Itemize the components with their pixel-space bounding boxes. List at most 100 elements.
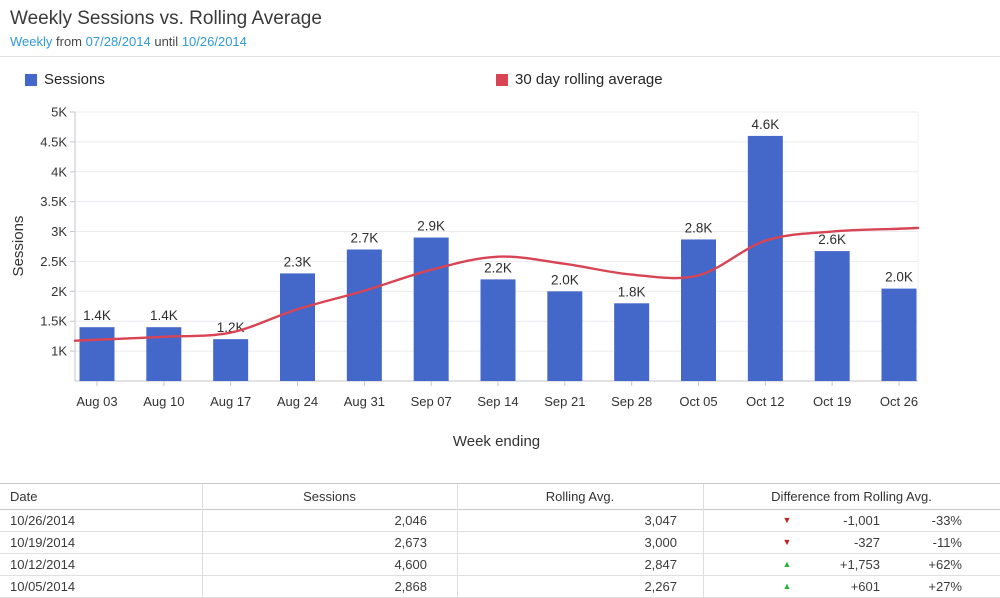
difference-cell: ▼ -327 -11% [703,532,1000,553]
x-tick-label: Sep 28 [611,394,652,409]
sessions-bar[interactable] [213,339,249,381]
table-column-divider [457,484,458,598]
y-tick-label: 2K [51,284,67,299]
difference-value: +601 [850,579,880,594]
table-row: 10/12/2014 4,600 2,847 ▲ +1,753 +62% [0,554,1000,576]
start-date-link[interactable]: 07/28/2014 [85,34,151,49]
bar-value-label: 1.8K [618,284,646,299]
x-tick-label: Oct 12 [746,394,784,409]
sessions-bar[interactable] [681,239,716,381]
report-date-range: Weekly from 07/28/2014 until 10/26/2014 [10,34,247,49]
header-divider [0,56,1000,57]
difference-value: +1,753 [839,557,880,572]
sessions-bar[interactable] [280,273,315,381]
table-header-rolling-avg: Rolling Avg. [545,489,615,504]
arrow-up-icon: ▲ [782,581,792,591]
bar-value-label: 2.0K [885,270,913,285]
table-column-divider [703,484,704,598]
bar-value-label: 1.4K [83,308,111,323]
sessions-bar[interactable] [547,291,583,381]
date-cell: 10/19/2014 [10,535,76,550]
difference-value: -327 [853,535,880,550]
rolling-average-swatch-icon [496,73,508,86]
rolling-average-line[interactable] [73,226,920,342]
sessions-cell: 2,673 [202,532,457,553]
y-tick-label: 5K [51,105,67,120]
table-row: 10/05/2014 2,868 2,267 ▲ +601 +27% [0,576,1000,598]
sessions-bar[interactable] [480,279,516,381]
arrow-up-icon: ▲ [782,559,792,569]
x-axis-title: Week ending [452,433,541,450]
legend-item-sessions[interactable]: Sessions [25,71,105,88]
sessions-bar[interactable] [614,303,650,381]
sessions-cell: 4,600 [202,554,457,575]
end-date-link[interactable]: 10/26/2014 [181,34,247,49]
table-body: 10/26/2014 2,046 3,047 ▼ -1,001 -33% 10/19/201… [0,510,1000,598]
table-header-date: Date [10,489,38,504]
x-tick-label: Oct 19 [813,394,851,409]
sessions-swatch-icon [25,73,37,86]
x-tick-label: Oct 05 [679,394,717,409]
y-tick-label: 1K [51,344,67,359]
difference-cell: ▲ +1,753 +62% [703,554,1000,575]
table-header-row: Date Sessions Rolling Avg. Difference fr… [0,484,1000,510]
bar-value-label: 1.4K [150,308,178,323]
frequency-link[interactable]: Weekly [10,34,53,49]
x-tick-label: Aug 24 [277,394,318,409]
bar-value-label: 2.0K [551,272,579,287]
y-tick-label: 4K [51,164,67,179]
bar-value-label: 2.7K [350,230,378,245]
sessions-bar[interactable] [79,327,115,381]
difference-value: -1,001 [843,513,880,528]
difference-percent: +62% [928,557,962,572]
x-tick-label: Aug 03 [76,394,117,409]
sessions-bar[interactable] [881,288,917,381]
x-tick-label: Sep 14 [477,394,518,409]
table-row: 10/19/2014 2,673 3,000 ▼ -327 -11% [0,532,1000,554]
legend-rolling-label: 30 day rolling average [515,71,663,88]
rolling-cell: 3,047 [457,510,703,531]
bar-value-label: 2.3K [284,254,312,269]
rolling-cell: 2,847 [457,554,703,575]
date-cell: 10/26/2014 [10,513,76,528]
bar-value-label: 2.9K [417,219,445,234]
y-axis-title: Sessions [10,215,27,277]
sessions-bar[interactable] [413,237,449,381]
x-tick-label: Sep 07 [411,394,452,409]
y-tick-label: 3K [51,224,67,239]
legend-sessions-label: Sessions [44,71,105,88]
table-row: 10/26/2014 2,046 3,047 ▼ -1,001 -33% [0,510,1000,532]
table-column-divider [202,484,203,598]
sessions-cell: 2,868 [202,576,457,597]
summary-table: Date Sessions Rolling Avg. Difference fr… [0,483,1000,598]
until-word: until [154,34,179,49]
x-tick-label: Aug 10 [143,394,184,409]
sessions-cell: 2,046 [202,510,457,531]
table-header-difference: Difference from Rolling Avg. [771,489,932,504]
y-tick-label: 2.5K [40,254,67,269]
x-tick-label: Sep 21 [544,394,585,409]
x-tick-label: Aug 31 [344,394,385,409]
sessions-bar[interactable] [747,135,783,381]
bar-value-label: 2.6K [818,232,846,247]
sessions-chart: 1K 1.5K 2K 2.5K 3K 3.5K 4K 4.5K 5K 1.4K Aug 03 1.4K… [40,105,920,409]
bar-value-label: 4.6K [751,117,779,132]
difference-cell: ▼ -1,001 -33% [703,510,1000,531]
arrow-down-icon: ▼ [782,515,792,525]
difference-percent: +27% [928,579,962,594]
from-word: from [56,34,83,49]
page-title: Weekly Sessions vs. Rolling Average [10,8,322,29]
date-cell: 10/05/2014 [10,579,76,594]
arrow-down-icon: ▼ [782,537,792,547]
sessions-bar[interactable] [814,251,850,381]
y-tick-label: 4.5K [40,134,67,149]
x-tick-label: Oct 26 [880,394,918,409]
bar-value-label: 2.2K [484,260,512,275]
bar-value-label: 2.8K [685,220,713,235]
y-tick-label: 3.5K [40,194,67,209]
sessions-bar[interactable] [346,249,382,381]
legend-item-rolling-average[interactable]: 30 day rolling average [496,71,663,88]
table-header-sessions: Sessions [303,489,356,504]
y-tick-label: 1.5K [40,314,67,329]
